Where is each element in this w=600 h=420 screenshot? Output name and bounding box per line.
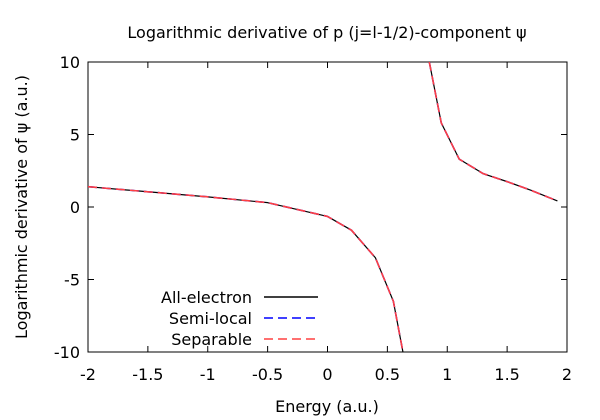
series-line-separable-branch-1 bbox=[88, 185, 404, 352]
series-line-semi-local-branch-2 bbox=[428, 62, 558, 202]
axis-tick-labels: -2 -1.5 -1 -0.5 0 0.5 1 1.5 2 -10 -5 0 5 10 bbox=[54, 53, 572, 384]
y-axis-label: Logarithmic derivative of ψ (a.u.) bbox=[12, 75, 31, 339]
legend-label: Separable bbox=[171, 330, 252, 349]
plot-frame bbox=[87, 61, 568, 353]
x-tick-label: 1.5 bbox=[494, 365, 519, 384]
x-axis-label: Energy (a.u.) bbox=[275, 397, 379, 416]
chart-title: Logarithmic derivative of p (j=l-1/2)-co… bbox=[127, 23, 526, 42]
x-tick-label: 2 bbox=[562, 365, 572, 384]
y-tick-label: -10 bbox=[54, 343, 80, 362]
series-layer bbox=[88, 62, 558, 352]
y-tick-label: 5 bbox=[70, 126, 80, 145]
series-line-all-electron-branch-2 bbox=[428, 62, 558, 202]
y-tick-label: -5 bbox=[64, 271, 80, 290]
y-tick-label: 0 bbox=[70, 198, 80, 217]
x-tick-label: -0.5 bbox=[252, 365, 283, 384]
x-tick-label: 0.5 bbox=[375, 365, 400, 384]
x-tick-label: -2 bbox=[80, 365, 96, 384]
x-tick-label: 1 bbox=[442, 365, 452, 384]
x-tick-label: 0 bbox=[322, 365, 332, 384]
legend-label: All-electron bbox=[161, 288, 252, 307]
series-line-separable-branch-2 bbox=[428, 62, 558, 202]
x-tick-label: -1 bbox=[200, 365, 216, 384]
x-tick-label: -1.5 bbox=[132, 365, 163, 384]
legend: All-electron Semi-local Separable bbox=[161, 288, 318, 349]
y-tick-label: 10 bbox=[60, 53, 80, 72]
axis-ticks bbox=[87, 61, 568, 353]
legend-label: Semi-local bbox=[169, 309, 252, 328]
